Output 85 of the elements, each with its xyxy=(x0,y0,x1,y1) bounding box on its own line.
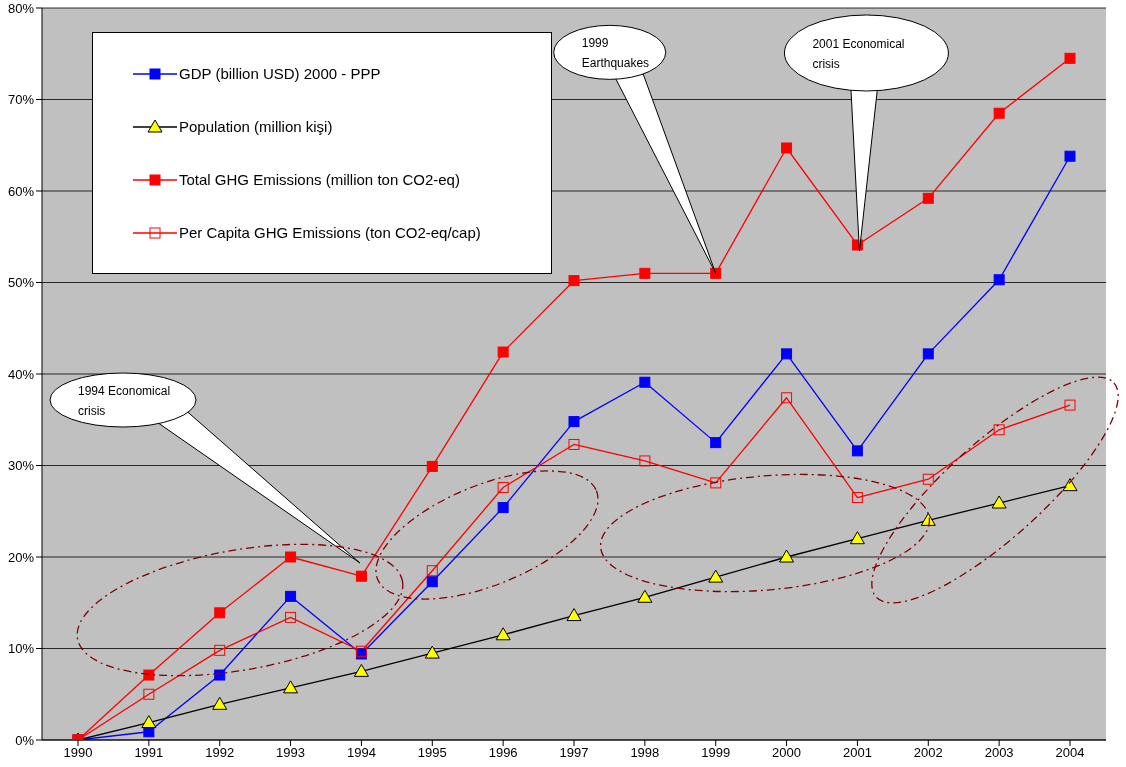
annotation: 1999 Earthquakes xyxy=(581,36,650,71)
legend-label: Per Capita GHG Emissions (ton CO2-eq/cap) xyxy=(179,224,481,241)
x-tick-label: 1992 xyxy=(205,745,235,761)
y-tick-label: 40% xyxy=(7,366,35,382)
point xyxy=(568,275,580,287)
point xyxy=(1064,150,1076,162)
point xyxy=(639,267,651,279)
point xyxy=(922,348,934,360)
x-tick-label: 1999 xyxy=(701,745,731,761)
point xyxy=(922,192,934,204)
x-tick-label: 1996 xyxy=(488,745,518,761)
point xyxy=(355,570,367,582)
x-tick-label: 2000 xyxy=(772,745,802,761)
point xyxy=(424,645,440,659)
point xyxy=(639,376,651,388)
x-tick-label: 1994 xyxy=(346,745,376,761)
point xyxy=(497,502,509,514)
point xyxy=(1064,52,1076,64)
annotation: 2001 Economical crisis xyxy=(812,36,905,71)
point xyxy=(920,512,936,526)
x-tick-label: 1998 xyxy=(630,745,660,761)
y-tick-label: 50% xyxy=(7,275,35,291)
point xyxy=(710,477,722,489)
point xyxy=(497,346,509,358)
point xyxy=(710,437,722,449)
x-tick-label: 1995 xyxy=(417,745,447,761)
point xyxy=(851,445,863,457)
y-tick-label: 30% xyxy=(7,458,35,474)
point xyxy=(214,669,226,681)
legend-label: Population (million kişi) xyxy=(179,118,333,135)
point xyxy=(781,348,793,360)
point xyxy=(568,416,580,428)
point xyxy=(779,549,795,563)
point xyxy=(353,663,369,677)
point xyxy=(568,438,580,450)
annotation: 1994 Economical crisis xyxy=(78,384,171,418)
y-tick-label: 60% xyxy=(7,183,35,199)
x-tick-label: 2002 xyxy=(913,745,943,761)
x-tick-label: 1993 xyxy=(276,745,306,761)
y-tick-label: 80% xyxy=(7,0,35,16)
point xyxy=(639,455,651,467)
point xyxy=(285,611,297,623)
point xyxy=(143,688,155,700)
point xyxy=(708,569,724,583)
point xyxy=(993,424,1005,436)
point xyxy=(495,627,511,641)
y-tick-label: 70% xyxy=(7,92,35,108)
point xyxy=(781,142,793,154)
y-tick-label: 0% xyxy=(15,732,35,748)
point xyxy=(285,590,297,602)
point xyxy=(426,460,438,472)
point xyxy=(993,107,1005,119)
point xyxy=(781,392,793,404)
point xyxy=(426,565,438,577)
point xyxy=(497,481,509,493)
point xyxy=(637,589,653,603)
point xyxy=(141,715,157,729)
x-tick-label: 2003 xyxy=(984,745,1014,761)
x-tick-label: 1990 xyxy=(63,745,93,761)
speech-bubble: 2001 Economical crisis xyxy=(783,14,949,252)
point xyxy=(285,551,297,563)
x-tick-label: 2001 xyxy=(842,745,872,761)
x-tick-label: 1997 xyxy=(559,745,589,761)
point xyxy=(566,608,582,622)
point xyxy=(283,680,299,694)
legend-label: Total GHG Emissions (million ton CO2-eq) xyxy=(179,171,460,188)
point xyxy=(710,267,722,279)
y-tick-label: 20% xyxy=(7,549,35,565)
point xyxy=(143,669,155,681)
point xyxy=(214,644,226,656)
point xyxy=(922,473,934,485)
point xyxy=(991,495,1007,509)
point xyxy=(851,492,863,504)
legend-label: GDP (billion USD) 2000 - PPP xyxy=(179,65,381,82)
point xyxy=(426,576,438,588)
point xyxy=(1064,399,1076,411)
point xyxy=(143,726,155,738)
point xyxy=(1062,478,1078,492)
x-tick-label: 1991 xyxy=(134,745,164,761)
x-tick-label: 2004 xyxy=(1055,745,1085,761)
y-tick-label: 10% xyxy=(7,641,35,657)
point xyxy=(993,274,1005,286)
point xyxy=(214,607,226,619)
point xyxy=(212,696,228,710)
point xyxy=(849,531,865,545)
